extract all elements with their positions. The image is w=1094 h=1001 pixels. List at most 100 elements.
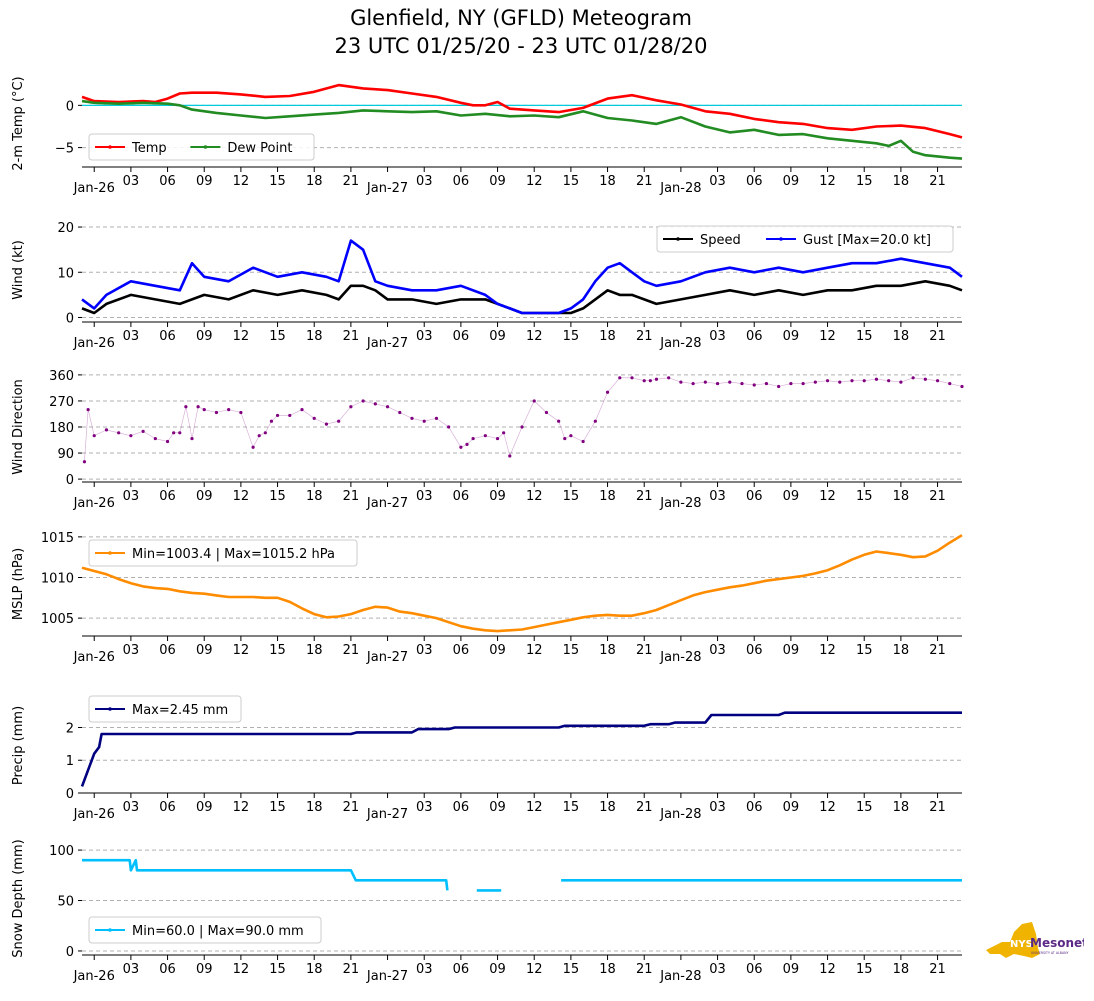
x-tick-label: 03 (709, 329, 726, 344)
legend-frame (88, 916, 322, 944)
y-tick-label: 360 (49, 369, 74, 384)
y-tick-label: 0 (66, 787, 74, 802)
data-point (703, 380, 707, 384)
x-tick-label: 06 (453, 643, 470, 658)
data-point (923, 377, 927, 381)
data-point (948, 381, 952, 386)
x-tick-label: 09 (489, 174, 506, 189)
data-point (349, 405, 353, 409)
x-tick-label: 15 (563, 643, 580, 658)
x-tick-label: 12 (526, 489, 543, 504)
x-tick-label: Jan-27 (366, 181, 408, 196)
y-tick-label: 0 (66, 473, 74, 488)
legend-label: Min=1003.4 | Max=1015.2 hPa (132, 547, 335, 562)
x-tick-label: 03 (416, 643, 433, 658)
data-point (838, 380, 842, 384)
x-tick-label: Jan-28 (659, 336, 701, 351)
x-tick-label: 09 (196, 962, 213, 977)
x-tick-label: 18 (306, 643, 323, 658)
y-axis-label: Wind Direction (11, 379, 26, 475)
series-direction-connector (84, 377, 963, 462)
data-point (434, 416, 439, 420)
x-tick-label: 03 (123, 174, 140, 189)
x-tick-label: 12 (819, 800, 836, 815)
x-tick-label: 09 (783, 962, 800, 977)
x-tick-label: Jan-27 (366, 969, 408, 984)
x-tick-label: 18 (306, 489, 323, 504)
data-point (887, 379, 891, 383)
x-tick-label: 21 (343, 329, 360, 344)
data-point (447, 425, 451, 429)
x-tick-label: 15 (856, 800, 873, 815)
y-axis-label: Wind (kt) (11, 240, 26, 300)
data-point (398, 410, 402, 415)
x-tick-label: 18 (893, 489, 910, 504)
data-point (520, 425, 524, 429)
data-point (275, 413, 280, 418)
y-axis-label: Precip (mm) (11, 706, 26, 785)
data-point (764, 381, 769, 386)
chart-title-line1: Glenfield, NY (GFLD) Meteogram (350, 6, 692, 30)
x-tick-label: 09 (489, 643, 506, 658)
x-tick-label: 06 (159, 329, 176, 344)
series-line-wind-1 (81, 239, 963, 315)
legend-marker (203, 145, 208, 149)
x-tick-label: 09 (489, 800, 506, 815)
legend: Max=2.45 mm (88, 695, 242, 723)
x-tick-label: 21 (636, 643, 653, 658)
data-point (214, 410, 219, 415)
data-point (813, 380, 817, 384)
x-tick-label: Jan-28 (659, 181, 701, 196)
x-tick-label: 21 (929, 329, 946, 344)
x-tick-label: Jan-27 (366, 807, 408, 822)
data-point (563, 436, 567, 441)
x-tick-label: 18 (893, 800, 910, 815)
y-tick-label: 1 (66, 754, 74, 769)
x-tick-label: 03 (123, 489, 140, 504)
x-tick-label: 09 (196, 643, 213, 658)
x-tick-label: Jan-27 (366, 336, 408, 351)
data-point (129, 434, 133, 438)
data-point (862, 379, 866, 383)
x-tick-label: 09 (783, 489, 800, 504)
x-tick-label: 15 (563, 174, 580, 189)
x-tick-label: 12 (526, 800, 543, 815)
x-tick-label: 21 (636, 174, 653, 189)
y-tick-label: 180 (49, 421, 74, 436)
data-point (337, 419, 341, 423)
x-tick-label: 21 (636, 800, 653, 815)
x-tick-label: 12 (233, 329, 250, 344)
data-point (153, 436, 157, 441)
data-point (196, 405, 200, 409)
x-tick-label: 03 (123, 329, 140, 344)
series-line-precip-0 (80, 711, 962, 787)
x-tick-label: 18 (599, 800, 616, 815)
data-point (544, 410, 549, 415)
legend-marker (779, 237, 783, 241)
data-point (581, 439, 585, 444)
data-point (777, 384, 781, 389)
x-tick-label: 21 (343, 489, 360, 504)
x-tick-label: Jan-26 (73, 336, 115, 351)
legend: Min=60.0 | Max=90.0 mm (88, 916, 322, 944)
x-tick-label: 03 (709, 800, 726, 815)
x-tick-label: 15 (856, 329, 873, 344)
x-tick-label: 12 (233, 800, 250, 815)
x-tick-label: 09 (196, 800, 213, 815)
x-tick-label: 06 (746, 329, 763, 344)
data-point (190, 436, 194, 441)
data-point (495, 436, 500, 441)
data-point (825, 379, 830, 383)
data-point (269, 419, 274, 423)
y-tick-label: 1010 (41, 572, 74, 587)
data-point (373, 402, 377, 406)
x-tick-label: 12 (526, 329, 543, 344)
x-tick-label: 06 (453, 489, 470, 504)
data-point (263, 431, 267, 435)
data-point (789, 381, 793, 386)
x-tick-label: Jan-26 (73, 969, 115, 984)
x-tick-label: 21 (929, 643, 946, 658)
y-tick-label: −5 (55, 142, 74, 157)
